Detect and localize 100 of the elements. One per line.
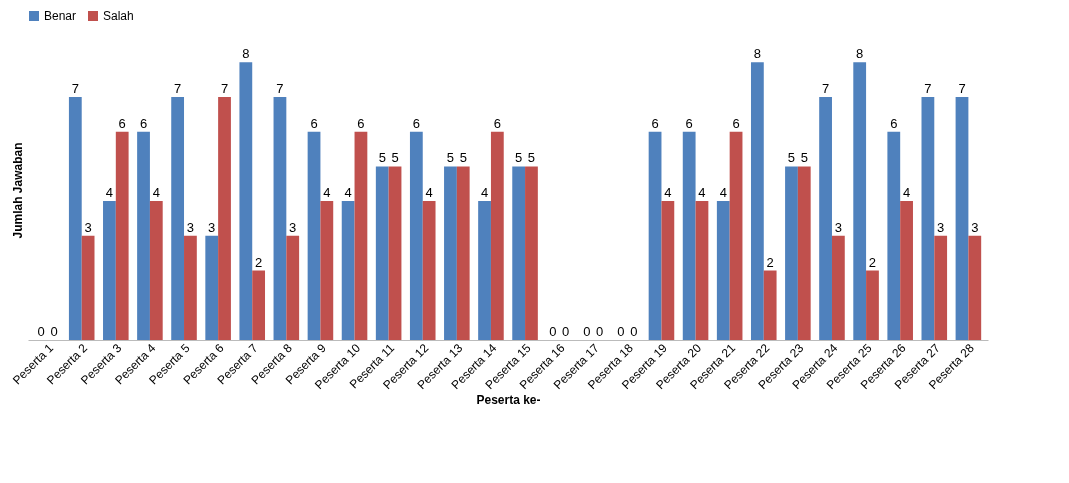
bar [205, 235, 219, 340]
x-axis-title: Peserta ke- [476, 393, 541, 408]
data-label: 6 [493, 115, 501, 131]
bar [729, 131, 743, 340]
data-label: 4 [480, 185, 489, 201]
bar [444, 166, 457, 340]
data-label: 0 [561, 324, 570, 339]
bar [921, 96, 935, 340]
data-label: 4 [425, 185, 433, 201]
data-label: 2 [868, 254, 877, 270]
data-label: 4 [152, 185, 160, 201]
data-label: 4 [698, 185, 706, 201]
bar [853, 62, 867, 340]
bar [103, 201, 116, 340]
data-label: 5 [800, 150, 808, 166]
bar [286, 235, 300, 340]
data-label: 0 [50, 324, 58, 339]
data-label: 5 [515, 150, 523, 166]
legend-label: Salah [103, 9, 134, 23]
bar [525, 166, 538, 340]
bar [354, 131, 368, 340]
bar [900, 201, 913, 340]
bar [512, 166, 526, 340]
data-label: 5 [787, 150, 796, 166]
bar [218, 96, 231, 340]
data-label: 4 [664, 185, 672, 201]
bar [137, 131, 150, 340]
data-label: 0 [549, 324, 557, 339]
bar [273, 96, 287, 340]
bar [716, 201, 730, 340]
bar [478, 201, 491, 340]
data-label: 3 [971, 219, 979, 235]
data-label: 0 [37, 324, 45, 339]
data-label: 6 [890, 115, 898, 131]
data-label: 0 [630, 324, 638, 339]
bar [661, 201, 675, 340]
bar [763, 270, 777, 340]
data-label: 6 [412, 115, 420, 131]
bar [149, 201, 163, 340]
bar [375, 166, 389, 340]
data-label: 7 [958, 80, 966, 96]
y-axis-title: Jumlah Jawaban [10, 142, 25, 239]
data-label: 6 [118, 115, 126, 131]
data-label: 3 [834, 219, 842, 235]
data-label: 5 [527, 150, 536, 166]
data-label: 7 [71, 80, 79, 96]
bar [797, 166, 811, 340]
data-label: 3 [937, 219, 945, 235]
data-label: 5 [378, 150, 386, 166]
data-label: 8 [856, 46, 864, 62]
data-label: 4 [105, 185, 114, 201]
bar [115, 131, 129, 340]
bar [648, 131, 662, 340]
data-label: 5 [391, 150, 399, 166]
bar [934, 235, 948, 340]
bar [422, 201, 436, 340]
data-label: 0 [617, 324, 625, 339]
bar [695, 201, 709, 340]
bar [409, 131, 423, 340]
bar [239, 62, 253, 340]
data-label: 3 [289, 219, 297, 235]
legend-label: Benar [44, 9, 77, 23]
bar [252, 270, 266, 340]
bar [887, 131, 901, 340]
data-label: 4 [719, 185, 727, 201]
bar [968, 235, 982, 340]
data-label: 0 [583, 324, 591, 339]
bar [490, 131, 504, 340]
data-label: 7 [220, 80, 229, 96]
bar [388, 166, 402, 340]
bar [819, 96, 832, 340]
bar [81, 235, 95, 340]
data-label: 6 [357, 115, 365, 131]
bar [307, 131, 321, 340]
bar [785, 166, 798, 340]
data-label: 5 [459, 150, 467, 166]
bar [456, 166, 470, 340]
data-label: 4 [323, 185, 331, 201]
data-label: 4 [344, 185, 352, 201]
data-label: 6 [310, 115, 318, 131]
data-label: 3 [186, 219, 195, 235]
data-label: 3 [84, 219, 92, 235]
bar [320, 201, 334, 340]
data-label: 0 [596, 324, 604, 339]
bar [682, 131, 696, 340]
data-label: 4 [902, 185, 911, 201]
bar [955, 96, 969, 340]
bar [866, 270, 879, 340]
bar [831, 235, 845, 340]
bar [68, 96, 82, 340]
data-label: 7 [174, 80, 182, 96]
data-label: 7 [821, 80, 830, 96]
data-label: 6 [651, 115, 659, 131]
bar [184, 235, 197, 340]
data-label: 7 [924, 80, 932, 96]
data-label: 6 [732, 115, 740, 131]
data-label: 6 [685, 115, 693, 131]
data-label: 3 [208, 219, 216, 235]
bar [171, 96, 185, 340]
bar [750, 62, 764, 340]
